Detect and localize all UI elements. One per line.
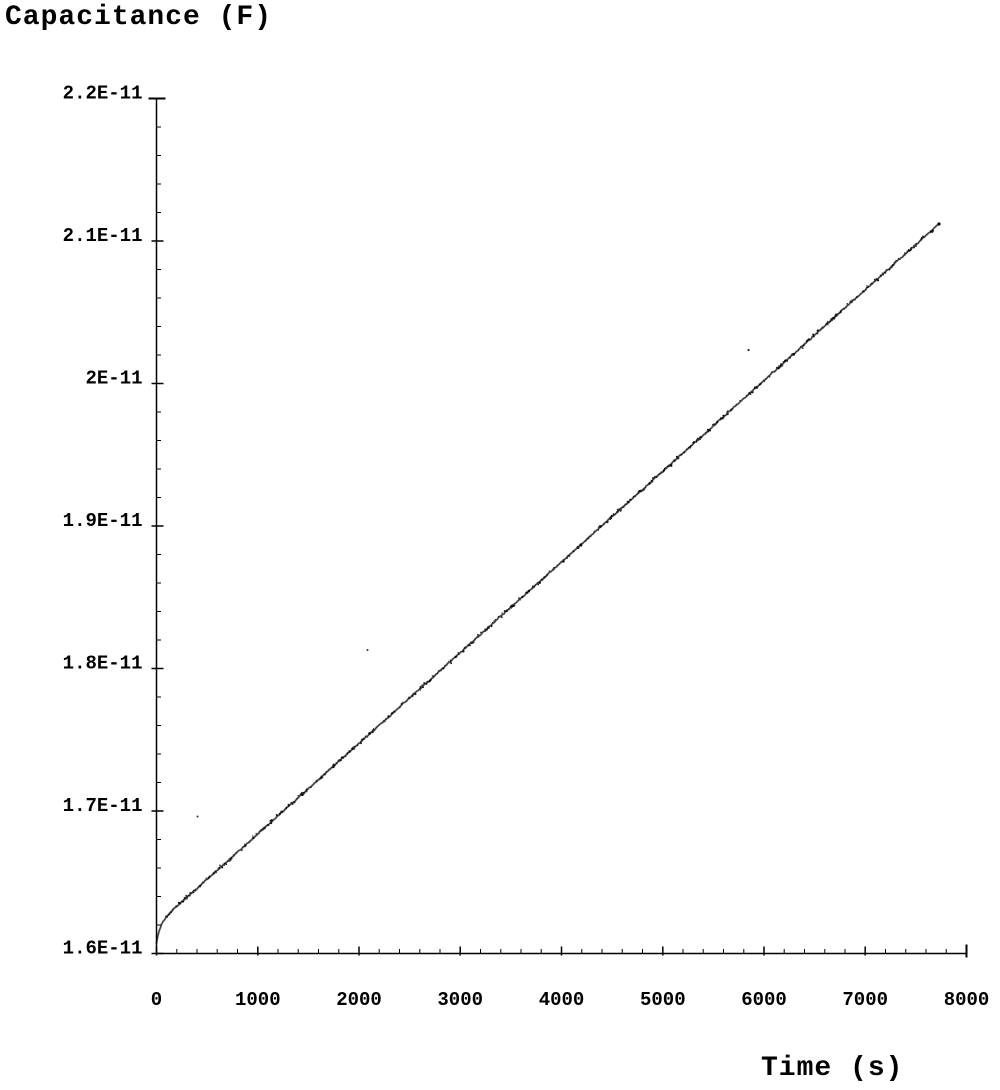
svg-text:4000: 4000 (539, 989, 585, 1011)
svg-text:6000: 6000 (741, 989, 787, 1011)
svg-text:8000: 8000 (944, 989, 990, 1011)
svg-text:0: 0 (151, 989, 162, 1011)
svg-text:5000: 5000 (640, 989, 686, 1011)
svg-text:2000: 2000 (336, 989, 382, 1011)
svg-text:1.7E-11: 1.7E-11 (63, 795, 143, 817)
svg-text:3000: 3000 (437, 989, 483, 1011)
svg-text:2E-11: 2E-11 (85, 368, 142, 390)
svg-text:1000: 1000 (235, 989, 281, 1011)
svg-text:2.2E-11: 2.2E-11 (63, 83, 143, 105)
svg-text:1.6E-11: 1.6E-11 (63, 938, 143, 960)
svg-text:1.9E-11: 1.9E-11 (63, 510, 143, 532)
svg-text:1.8E-11: 1.8E-11 (63, 653, 143, 675)
svg-text:2.1E-11: 2.1E-11 (63, 225, 143, 247)
svg-text:7000: 7000 (842, 989, 888, 1011)
